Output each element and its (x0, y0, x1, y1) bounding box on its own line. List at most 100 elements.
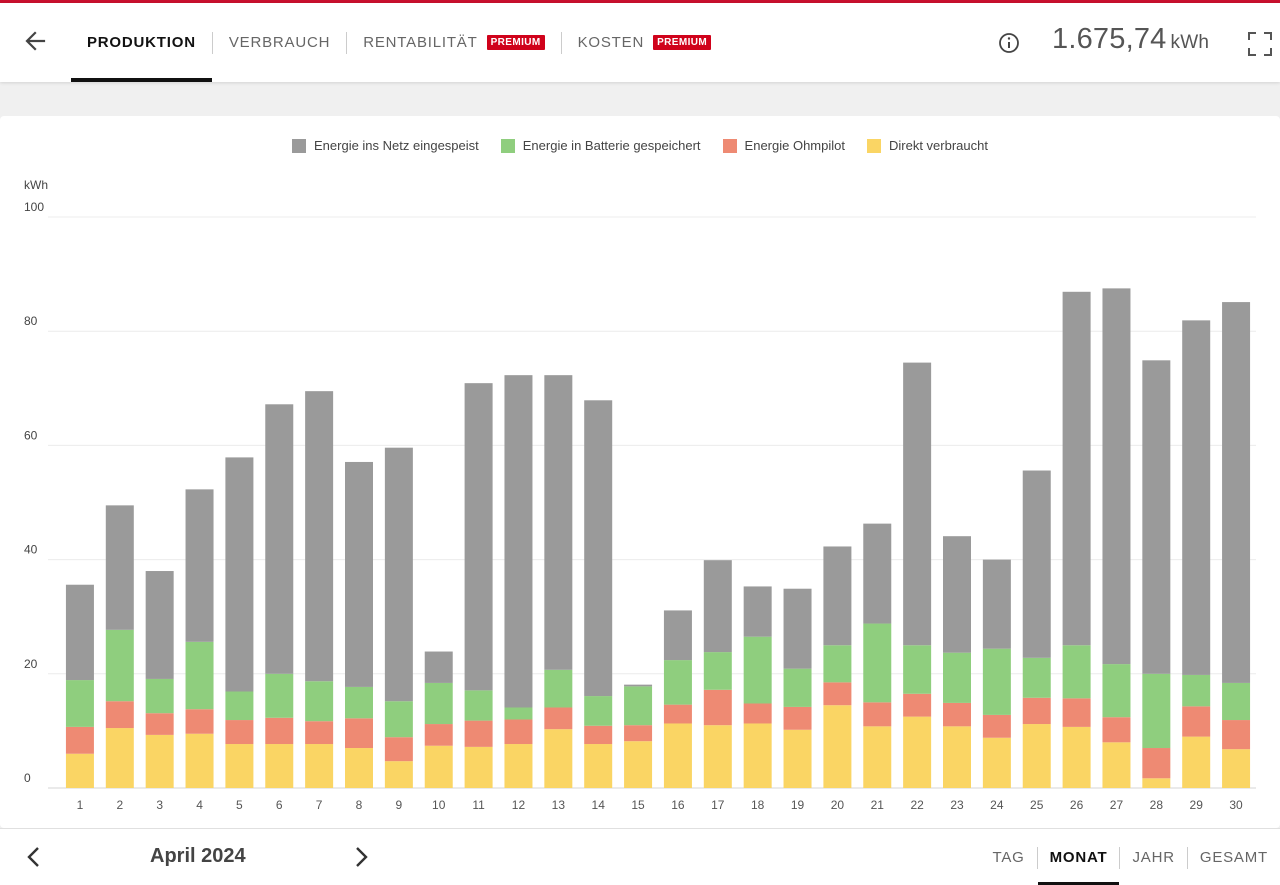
next-period-button[interactable] (347, 843, 375, 871)
x-tick-label: 13 (552, 798, 566, 812)
y-tick-label: 40 (24, 543, 38, 557)
bar-segment (145, 713, 174, 735)
back-button[interactable] (22, 27, 50, 55)
bar-segment (305, 391, 334, 682)
bar-segment (584, 725, 613, 745)
bar-segment (783, 588, 812, 669)
tab-produktion[interactable]: PRODUKTION (71, 3, 212, 82)
bar-segment (145, 734, 174, 788)
bar-segment (265, 744, 294, 788)
y-tick-label: 20 (24, 657, 38, 671)
x-tick-label: 9 (396, 798, 403, 812)
header-bar: PRODUKTION VERBRAUCH RENTABILITÄT PREMIU… (0, 3, 1280, 82)
x-tick-label: 20 (831, 798, 845, 812)
x-tick-label: 17 (711, 798, 725, 812)
bar-segment (265, 673, 294, 718)
bar-segment (703, 652, 732, 690)
bar-segment (544, 669, 573, 708)
fullscreen-button[interactable] (1246, 30, 1274, 58)
bar-segment (903, 693, 932, 717)
range-monat[interactable]: MONAT (1037, 829, 1120, 885)
bar-segment (105, 505, 134, 630)
tab-verbrauch[interactable]: VERBRAUCH (213, 3, 346, 82)
bar-segment (703, 560, 732, 653)
bar-segment (424, 682, 453, 725)
range-selector: TAG MONAT JAHR GESAMT (980, 829, 1280, 885)
bar-segment (1022, 697, 1051, 725)
bar-segment (1222, 749, 1251, 788)
bar-segment (903, 645, 932, 694)
x-tick-label: 24 (990, 798, 1004, 812)
info-button[interactable] (997, 31, 1021, 55)
bar-segment (703, 725, 732, 788)
tab-divider (560, 31, 562, 54)
tab-divider (346, 31, 348, 54)
bar-segment (185, 641, 214, 710)
bar-segment (1182, 706, 1211, 737)
x-tick-label: 5 (236, 798, 243, 812)
bar-segment (943, 726, 971, 788)
bar-segment (145, 678, 174, 714)
bar-segment (384, 737, 413, 762)
y-tick-label: 60 (24, 428, 38, 442)
bar-segment (1182, 736, 1211, 788)
bar-segment (424, 651, 453, 683)
chevron-right-icon (356, 847, 368, 867)
tab-label: KOSTEN (577, 34, 645, 51)
bar-segment (504, 375, 533, 708)
bar-segment (823, 645, 852, 683)
legend-item-grid[interactable]: Energie ins Netz eingespeist (292, 138, 479, 153)
legend-item-ohmpilot[interactable]: Energie Ohmpilot (722, 138, 845, 153)
bar-segment (1182, 320, 1211, 675)
bar-segment (464, 746, 493, 788)
legend-swatch (722, 138, 737, 153)
bar-segment (1022, 470, 1051, 658)
x-tick-label: 14 (592, 798, 606, 812)
bar-segment (1102, 288, 1131, 665)
range-label: GESAMT (1199, 849, 1268, 866)
legend-item-battery[interactable]: Energie in Batterie gespeichert (500, 138, 701, 153)
premium-badge: PREMIUM (653, 35, 712, 50)
bar-segment (863, 623, 892, 703)
previous-period-button[interactable] (20, 843, 48, 871)
tab-rentabilitaet[interactable]: RENTABILITÄT PREMIUM (347, 3, 560, 82)
legend-label: Energie ins Netz eingespeist (314, 138, 479, 153)
bar-segment (982, 714, 1011, 738)
range-gesamt[interactable]: GESAMT (1188, 829, 1280, 885)
bar-segment (982, 737, 1011, 788)
bar-segment (783, 706, 812, 730)
tab-kosten[interactable]: KOSTEN PREMIUM (562, 3, 728, 82)
x-tick-label: 1 (77, 798, 84, 812)
y-tick-label: 80 (24, 314, 38, 328)
footer-bar: April 2024 TAG MONAT JAHR GESAMT (0, 828, 1280, 885)
x-tick-label: 10 (432, 798, 446, 812)
bar-segment (863, 702, 892, 727)
bar-segment (345, 718, 373, 749)
x-tick-label: 28 (1150, 798, 1164, 812)
bar-segment (1062, 291, 1091, 646)
range-jahr[interactable]: JAHR (1120, 829, 1186, 885)
bar-segment (783, 729, 812, 788)
bar-segment (384, 447, 413, 702)
x-tick-label: 21 (871, 798, 885, 812)
legend-label: Direkt verbraucht (889, 138, 988, 153)
bar-segment (105, 701, 134, 729)
bar-segment (544, 375, 573, 670)
arrow-left-icon (25, 31, 46, 51)
range-label: JAHR (1132, 849, 1175, 866)
bar-segment (185, 489, 214, 642)
legend-item-direct[interactable]: Direkt verbraucht (867, 138, 988, 153)
bar-segment (1022, 657, 1051, 698)
bar-segment (823, 705, 852, 788)
bar-segment (943, 536, 971, 653)
tab-label: RENTABILITÄT (363, 34, 478, 51)
bar-segment (863, 523, 892, 624)
range-tag[interactable]: TAG (980, 829, 1036, 885)
range-divider (1036, 846, 1038, 869)
bar-segment (225, 457, 254, 692)
bar-segment (663, 660, 692, 705)
bar-segment (624, 741, 653, 788)
x-tick-label: 15 (631, 798, 645, 812)
x-tick-label: 29 (1190, 798, 1204, 812)
